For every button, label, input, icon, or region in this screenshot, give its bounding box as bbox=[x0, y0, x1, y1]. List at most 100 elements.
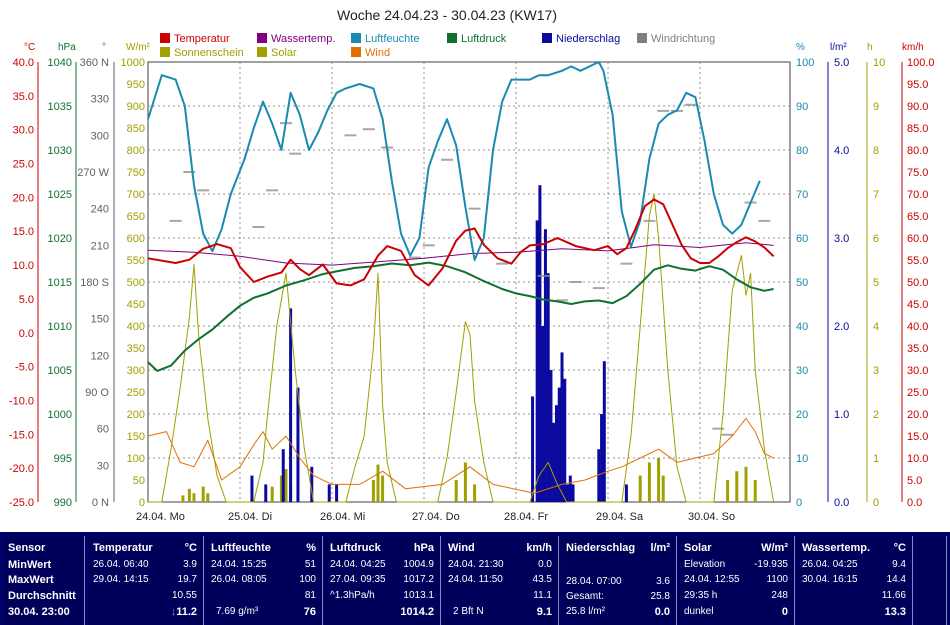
axis-4-tick: 250 bbox=[127, 387, 145, 399]
axis-3-tick: 180 S bbox=[80, 277, 109, 289]
luftdruck-unit: hPa bbox=[413, 542, 434, 554]
wassertemp-max-value: 14.4 bbox=[886, 574, 906, 585]
legend-label-6: Windrichtung bbox=[651, 33, 715, 45]
temperatur-title: Temperatur bbox=[93, 542, 153, 554]
temperatur-avg: 10.55 bbox=[171, 590, 197, 601]
legend-label-r2-2: Solar bbox=[271, 47, 297, 59]
axis-3-tick: 30 bbox=[97, 460, 109, 472]
sonnenschein-bar bbox=[279, 475, 283, 502]
axis-8-tick: 90.0 bbox=[907, 101, 928, 113]
axis-1-tick: -15.0 bbox=[9, 429, 34, 441]
statistics-table: Sensor MinWert MaxWert Durchschnitt 30.0… bbox=[0, 532, 950, 625]
axis-2-tick: 1005 bbox=[48, 365, 72, 377]
luftdruck-line bbox=[147, 261, 774, 372]
axis-unit-6: l/m² bbox=[830, 42, 847, 53]
axis-3-tick: 60 bbox=[97, 424, 109, 436]
solar-max-value: 1100 bbox=[766, 574, 788, 585]
axis-7-tick: 0 bbox=[873, 497, 879, 509]
temperatur-max-value: 19.7 bbox=[177, 574, 197, 585]
wind-line bbox=[147, 417, 774, 494]
niederschlag-bar bbox=[296, 387, 300, 502]
wassertemp-min-value: 9.4 bbox=[892, 559, 906, 570]
axis-1-tick: -25.0 bbox=[9, 497, 34, 509]
axis-unit-5: % bbox=[796, 42, 805, 53]
niederschlag-bar bbox=[327, 484, 331, 502]
sonnenschein-bar bbox=[284, 469, 288, 502]
sonnenschein-bar bbox=[454, 480, 458, 502]
axis-7-tick: 2 bbox=[873, 409, 879, 421]
sonnenschein-bar bbox=[647, 462, 651, 502]
niederschlag-bar bbox=[264, 484, 268, 502]
axis-7-tick: 4 bbox=[873, 321, 879, 333]
windrichtung-point bbox=[712, 427, 725, 430]
series-lines bbox=[147, 61, 775, 503]
axis-unit-2: hPa bbox=[58, 42, 76, 53]
windrichtung-point bbox=[592, 287, 605, 290]
windrichtung-point bbox=[183, 171, 196, 173]
legend-label-2: Wassertemp. bbox=[271, 33, 335, 45]
wassertemp-title: Wassertemp. bbox=[802, 542, 871, 554]
axis-7-tick: 5 bbox=[873, 277, 879, 289]
axis-5-tick: 30 bbox=[796, 365, 808, 377]
axis-2-tick: 1030 bbox=[48, 145, 72, 157]
luftdruck-avg: 1013.1 bbox=[403, 590, 434, 601]
niederschlag-bar bbox=[557, 387, 561, 502]
windrichtung-point bbox=[252, 226, 265, 228]
luftfeuchte-title: Luftfeuchte bbox=[211, 542, 271, 554]
wind-min-time: 24.04. 21:30 bbox=[448, 559, 504, 570]
wassertemp-min-time: 26.04. 04:25 bbox=[802, 559, 858, 570]
panel-niederschlag: Niederschlag l/m² 28.04. 07:00 3.6 Gesam… bbox=[561, 536, 677, 625]
x-label-3: 26.04. Mi bbox=[320, 511, 365, 523]
axis-4-tick: 500 bbox=[127, 277, 145, 289]
axis-8-tick: 70.0 bbox=[907, 189, 928, 201]
niederschlag-bar bbox=[549, 370, 553, 502]
axis-6-tick: 0.0 bbox=[834, 497, 849, 509]
axis-3-tick: 240 bbox=[91, 204, 109, 216]
solar-now: 0 bbox=[781, 606, 788, 618]
solar-title: Solar bbox=[684, 542, 712, 554]
niederschlag-max-time: 28.04. 07:00 bbox=[566, 576, 622, 587]
niederschlag-bar bbox=[531, 396, 535, 502]
axis-5-tick: 80 bbox=[796, 145, 808, 157]
wind-title: Wind bbox=[448, 542, 475, 554]
axis-1-tick: 35.0 bbox=[13, 91, 34, 103]
niederschlag-bar bbox=[597, 449, 601, 502]
niederschlag-bar bbox=[310, 466, 314, 502]
sonnenschein-bar bbox=[270, 486, 274, 502]
solar-max-time: 24.04. 12:55 bbox=[684, 574, 740, 585]
axis-8-tick: 85.0 bbox=[907, 123, 928, 135]
min-label: MinWert bbox=[8, 559, 52, 571]
legend-swatch-r2-3 bbox=[351, 47, 361, 57]
axis-unit-3: ° bbox=[102, 42, 106, 53]
sensor-label: Sensor bbox=[8, 542, 46, 554]
axis-3-tick: 210 bbox=[91, 240, 109, 252]
sonnenschein-bar bbox=[753, 480, 757, 502]
luftdruck-min-value: 1004.9 bbox=[403, 559, 434, 570]
niederschlag-bar bbox=[535, 220, 539, 502]
axis-8-tick: 75.0 bbox=[907, 167, 928, 179]
luftfeuchte-min-value: 51 bbox=[304, 559, 316, 570]
axis-8-tick: 15.0 bbox=[907, 431, 928, 443]
legend-swatch-6 bbox=[637, 33, 647, 43]
windrichtung-point bbox=[344, 134, 357, 137]
solar-line bbox=[148, 193, 775, 503]
luftdruck-min-time: 24.04. 04:25 bbox=[330, 559, 386, 570]
axis-5-tick: 0 bbox=[796, 497, 802, 509]
solar-sunshine-time: 29:35 h bbox=[684, 590, 718, 601]
axis-1-tick: -10.0 bbox=[9, 395, 34, 407]
wassertemp-avg: 11.66 bbox=[881, 590, 906, 601]
axis-4-tick: 350 bbox=[127, 343, 145, 355]
niederschlag-sum-label: Gesamt: bbox=[566, 591, 604, 602]
axis-1-tick: 20.0 bbox=[13, 192, 34, 204]
axis-8-tick: 20.0 bbox=[907, 409, 928, 421]
solar-now-note: dunkel bbox=[684, 606, 714, 617]
niederschlag-bar bbox=[546, 273, 550, 502]
axis-4-tick: 150 bbox=[127, 431, 145, 443]
chart-title: Woche 24.04.23 - 30.04.23 (KW17) bbox=[337, 7, 557, 23]
sonnenschein-bar bbox=[201, 486, 205, 502]
solar-elevation-label: Elevation bbox=[684, 559, 726, 570]
wind-min-value: 0.0 bbox=[538, 559, 552, 570]
panel-scrollbar[interactable] bbox=[915, 536, 947, 625]
x-label-7: 30.04. So bbox=[688, 511, 735, 523]
niederschlag-bar bbox=[602, 361, 606, 502]
